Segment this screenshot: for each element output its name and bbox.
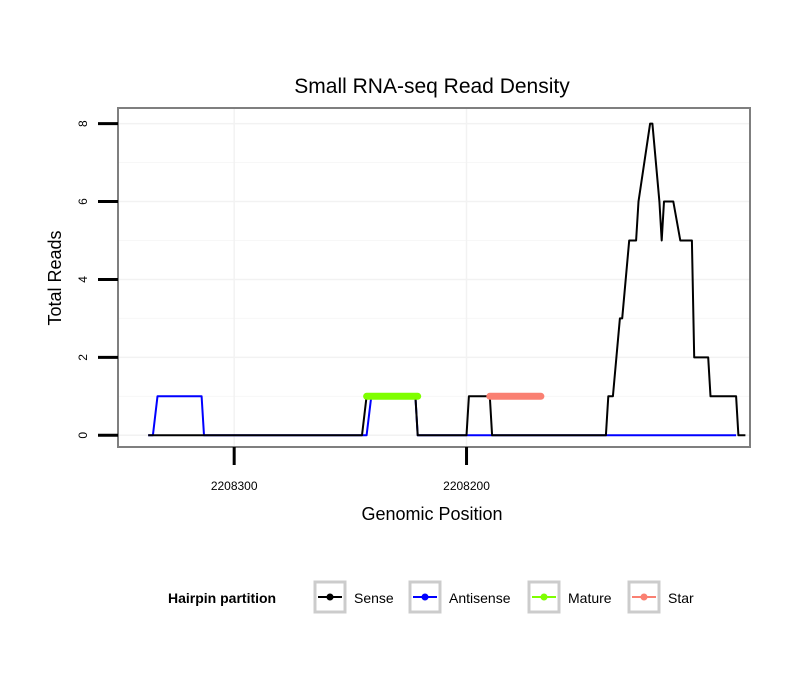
x-tick-label: 2208200 bbox=[443, 479, 490, 493]
y-tick-label: 8 bbox=[76, 120, 90, 127]
x-tick-label: 2208300 bbox=[211, 479, 258, 493]
grid-lines bbox=[118, 108, 750, 447]
legend-key-point bbox=[421, 593, 429, 601]
legend-key-point bbox=[540, 593, 548, 601]
legend-key-point bbox=[326, 593, 334, 601]
x-axis: 2208300 2208200 bbox=[211, 447, 490, 493]
y-tick-label: 0 bbox=[76, 432, 90, 439]
x-axis-title: Genomic Position bbox=[361, 504, 502, 524]
legend: Hairpin partition Sense Antisense Mature St… bbox=[168, 580, 694, 614]
y-axis-title: Total Reads bbox=[45, 230, 65, 325]
legend-label: Mature bbox=[568, 590, 612, 606]
legend-entry-star: Star bbox=[627, 580, 694, 614]
legend-label: Sense bbox=[354, 590, 394, 606]
legend-key-point bbox=[640, 593, 648, 601]
y-tick-label: 6 bbox=[76, 198, 90, 205]
legend-entry-sense: Sense bbox=[313, 580, 394, 614]
y-tick-label: 4 bbox=[76, 276, 90, 283]
y-axis: 0 2 4 6 8 bbox=[76, 120, 118, 439]
legend-title: Hairpin partition bbox=[168, 590, 276, 606]
legend-label: Star bbox=[668, 590, 694, 606]
legend-entry-antisense: Antisense bbox=[408, 580, 511, 614]
y-tick-label: 2 bbox=[76, 354, 90, 361]
series-lines bbox=[148, 122, 746, 437]
series-line-sense bbox=[148, 122, 746, 437]
legend-label: Antisense bbox=[449, 590, 511, 606]
legend-entry-mature: Mature bbox=[527, 580, 612, 614]
plot-border bbox=[117, 107, 751, 448]
chart-title: Small RNA-seq Read Density bbox=[294, 75, 570, 98]
